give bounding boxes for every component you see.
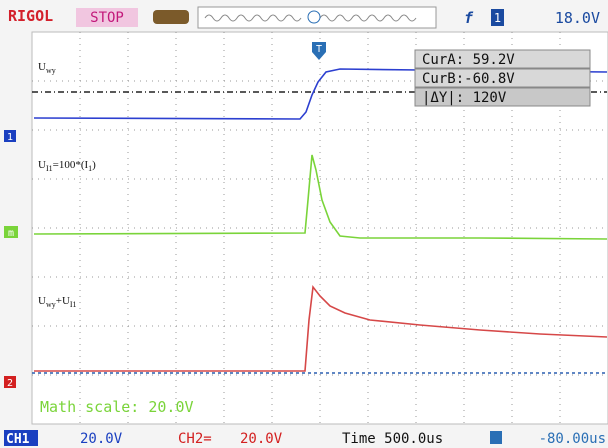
label-text: +U [56, 295, 70, 307]
label-subscript: I1 [70, 300, 77, 309]
label-text: U [38, 61, 46, 73]
battery-icon [153, 10, 189, 24]
scope-screen: RIGOL STOP f 1 18.0V CurA: 59.2V CurB:-6… [0, 0, 608, 448]
label-text: U [38, 295, 46, 307]
status: STOP [90, 10, 124, 26]
offset-icon [490, 431, 502, 444]
cursor-a: CurA: 59.2V [422, 52, 515, 68]
label-text: ) [92, 159, 96, 171]
trigger-marker-label: T [316, 44, 322, 55]
timebase: Time 500.0us [342, 431, 443, 447]
ch2-marker-label: 2 [7, 378, 13, 389]
cursor-readout: CurA: 59.2V CurB:-60.8V |ΔY|: 120V [415, 50, 590, 106]
label-text: =100*(I [53, 159, 89, 171]
cursor-b: CurB:-60.8V [422, 71, 515, 87]
trigger-edge-icon: f [464, 9, 474, 27]
label-subscript: I1 [46, 164, 53, 173]
trigger-level: 18.0V [555, 9, 600, 27]
math-marker-label: m [8, 228, 14, 239]
ch2-scale: 20.0V [240, 431, 283, 447]
ch2-label: CH2= [178, 431, 212, 447]
label-subscript: wy [46, 66, 56, 75]
ch1-label: CH1 [6, 432, 30, 447]
time-offset: -80.00us [539, 431, 606, 447]
cursor-delta: |ΔY|: 120V [422, 90, 507, 106]
label-subscript: wy [46, 300, 56, 309]
math-scale: Math scale: 20.0V [40, 398, 194, 416]
label-text: U [38, 159, 46, 171]
trigger-channel: 1 [494, 11, 501, 25]
ch1-scale: 20.0V [80, 431, 123, 447]
brand: RIGOL [8, 7, 53, 25]
ch1-marker-label: 1 [7, 132, 13, 143]
